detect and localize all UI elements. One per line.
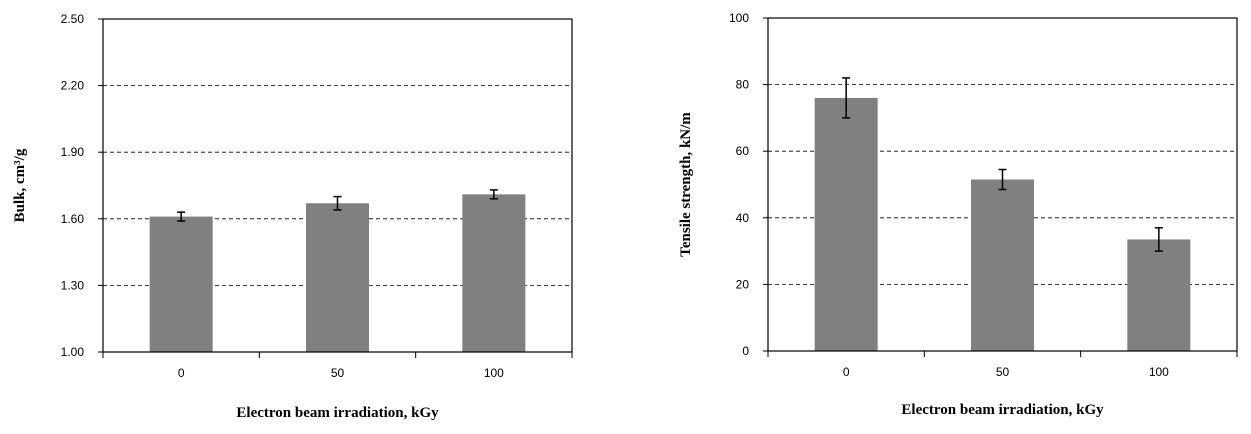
plot-frame: [102, 18, 573, 353]
y-axis-title: Tensile strength, kN/m: [678, 112, 694, 257]
y-tick-label: 0: [742, 344, 749, 358]
bar-50: [306, 203, 369, 352]
x-tick-label: 0: [843, 365, 850, 379]
bar-0: [814, 97, 878, 351]
plot-frame: [767, 17, 1238, 352]
y-tick-label: 20: [736, 277, 750, 291]
y-tick-label: 2.50: [61, 12, 85, 26]
y-tick-label: 100: [729, 11, 749, 25]
x-tick-label: 50: [996, 365, 1010, 379]
y-tick-label: 80: [736, 78, 750, 92]
x-tick-label: 0: [178, 366, 185, 380]
bar-0: [149, 216, 213, 352]
y-tick-label: 1.00: [61, 345, 85, 359]
x-tick-label: 100: [484, 366, 504, 380]
y-tick-label: 1.60: [61, 212, 85, 226]
bulk-chart: 1.00 1.30 1.60 1.90 2.20 2.50 0 50 100 Electron b…: [12, 12, 573, 421]
x-tick-label: 100: [1149, 365, 1169, 379]
y-tick-label: 1.30: [61, 278, 85, 292]
bar-100: [462, 194, 526, 352]
y-tick-label: 60: [736, 144, 750, 158]
x-axis-title: Electron beam irradiation, kGy: [236, 405, 439, 421]
x-tick-label: 50: [331, 366, 345, 380]
y-axis-title: Bulk, cm³/g: [12, 148, 28, 222]
tensile-strength-chart: 0 20 40 60 80 100 0 50 100 Electron beam irradiat…: [678, 11, 1238, 418]
bar-100: [1127, 239, 1191, 351]
y-tick-label: 2.20: [61, 79, 85, 93]
bar-50: [971, 179, 1034, 351]
y-tick-label: 40: [736, 211, 750, 225]
x-axis-title: Electron beam irradiation, kGy: [901, 402, 1104, 418]
y-tick-label: 1.90: [61, 145, 85, 159]
